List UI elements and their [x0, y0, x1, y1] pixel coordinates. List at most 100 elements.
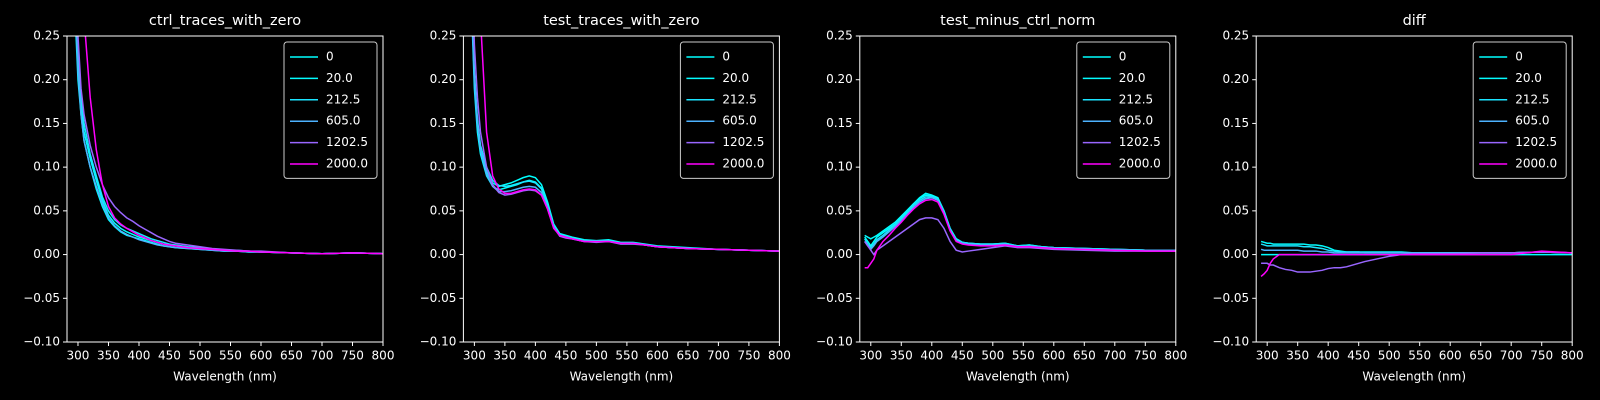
x-tick-label: 700: [1103, 349, 1126, 363]
x-tick-label: 700: [311, 349, 334, 363]
y-tick-label: −0.10: [420, 335, 457, 349]
y-tick-label: 0.15: [826, 116, 853, 130]
y-tick-label: 0.15: [430, 116, 457, 130]
data-line: [864, 196, 1176, 251]
x-tick-label: 600: [646, 349, 669, 363]
y-tick-label: 0.20: [826, 72, 853, 86]
y-tick-label: 0.25: [33, 29, 60, 43]
legend: 0 20.0 212.5 605.0 1202.5 2000.0: [283, 41, 378, 179]
chart-title: test_minus_ctrl_norm: [940, 13, 1095, 29]
legend-label: 0: [326, 50, 334, 64]
x-tick-label: 650: [676, 349, 699, 363]
legend-label: 2000.0: [1515, 157, 1557, 171]
x-tick-label: 650: [280, 349, 303, 363]
x-tick-label: 800: [1561, 349, 1584, 363]
y-tick-label: −0.05: [420, 291, 457, 305]
x-tick-label: 450: [951, 349, 974, 363]
data-line: [480, 36, 780, 252]
x-tick-label: 750: [1530, 349, 1553, 363]
legend-label: 1202.5: [1515, 135, 1557, 149]
x-tick-label: 600: [1042, 349, 1065, 363]
legend: 0 20.0 212.5 605.0 1202.5 2000.0: [1472, 41, 1567, 179]
x-tick-label: 750: [737, 349, 760, 363]
x-tick-label: 700: [707, 349, 730, 363]
data-line: [1260, 248, 1573, 254]
legend-label: 20.0: [1515, 71, 1542, 85]
y-tick-label: 0.25: [826, 29, 853, 43]
y-tick-label: −0.10: [1212, 335, 1249, 349]
legend-label: 1202.5: [1119, 135, 1161, 149]
axes-frame: [859, 35, 1177, 343]
x-tick-label: 600: [1439, 349, 1462, 363]
data-line: [75, 36, 383, 255]
legend-label: 212.5: [1515, 92, 1549, 106]
x-tick-label: 650: [1469, 349, 1492, 363]
legend-label: 212.5: [1119, 92, 1153, 106]
data-line: [864, 217, 1176, 256]
chart-title: ctrl_traces_with_zero: [149, 13, 301, 29]
legend-label: 605.0: [722, 114, 756, 128]
legend: 0 20.0 212.5 605.0 1202.5 2000.0: [1076, 41, 1171, 179]
legend-label: 605.0: [1119, 114, 1153, 128]
legend-label: 1202.5: [722, 135, 764, 149]
x-tick-label: 650: [1073, 349, 1096, 363]
y-tick-label: 0.25: [430, 29, 457, 43]
plot-area: [1260, 240, 1573, 277]
x-tick-label: 300: [859, 349, 882, 363]
x-axis-label: Wavelength (nm): [173, 370, 277, 384]
plot-area: [864, 192, 1176, 269]
chart-title: diff: [1403, 13, 1427, 29]
x-axis-label: Wavelength (nm): [1362, 370, 1466, 384]
legend-label: 0: [1119, 50, 1127, 64]
legend-label: 605.0: [1515, 114, 1549, 128]
subplot: ctrl_traces_with_zero Wavelength (nm) 300 3…: [23, 13, 394, 384]
legend-label: 2000.0: [1119, 157, 1161, 171]
data-line: [84, 36, 383, 255]
legend-box: [1472, 41, 1567, 179]
plot-area: [471, 36, 780, 252]
x-tick-label: 500: [585, 349, 608, 363]
x-tick-label: 300: [1256, 349, 1279, 363]
legend-label: 0: [1515, 50, 1523, 64]
x-tick-label: 750: [1134, 349, 1157, 363]
y-tick-label: 0.05: [33, 203, 60, 217]
x-tick-label: 300: [463, 349, 486, 363]
y-tick-label: −0.05: [816, 291, 853, 305]
data-line: [864, 194, 1176, 251]
legend-label: 605.0: [326, 114, 360, 128]
legend-label: 2000.0: [326, 157, 368, 171]
x-axis-label: Wavelength (nm): [966, 370, 1070, 384]
y-tick-label: 0.25: [1222, 29, 1249, 43]
y-tick-label: 0.00: [1222, 247, 1249, 261]
x-tick-label: 350: [890, 349, 913, 363]
y-tick-label: 0.20: [33, 72, 60, 86]
x-axis-label: Wavelength (nm): [570, 370, 674, 384]
y-tick-label: −0.10: [816, 335, 853, 349]
legend-label: 0: [722, 50, 730, 64]
subplot: test_traces_with_zero Wavelength (nm) 300 3…: [420, 13, 791, 384]
x-tick-label: 550: [219, 349, 242, 363]
x-tick-label: 400: [128, 349, 151, 363]
y-tick-label: −0.05: [1212, 291, 1249, 305]
y-tick-label: 0.10: [430, 160, 457, 174]
x-tick-label: 800: [1164, 349, 1187, 363]
x-tick-label: 500: [189, 349, 212, 363]
x-tick-label: 700: [1500, 349, 1523, 363]
x-tick-label: 300: [67, 349, 90, 363]
axes-frame: [66, 35, 384, 343]
y-tick-label: 0.00: [826, 247, 853, 261]
legend-box: [283, 41, 378, 179]
subplot: test_minus_ctrl_norm Wavelength (nm) 300 35…: [816, 13, 1187, 384]
legend: 0 20.0 212.5 605.0 1202.5 2000.0: [679, 41, 774, 179]
y-tick-label: −0.10: [23, 335, 60, 349]
y-tick-label: 0.10: [33, 160, 60, 174]
legend-label: 20.0: [326, 71, 353, 85]
axes-frame: [462, 35, 780, 343]
x-tick-label: 450: [158, 349, 181, 363]
chart-title: test_traces_with_zero: [543, 13, 700, 29]
y-tick-label: 0.10: [826, 160, 853, 174]
y-tick-label: 0.00: [33, 247, 60, 261]
axes-frame: [1255, 35, 1573, 343]
x-tick-label: 450: [1347, 349, 1370, 363]
